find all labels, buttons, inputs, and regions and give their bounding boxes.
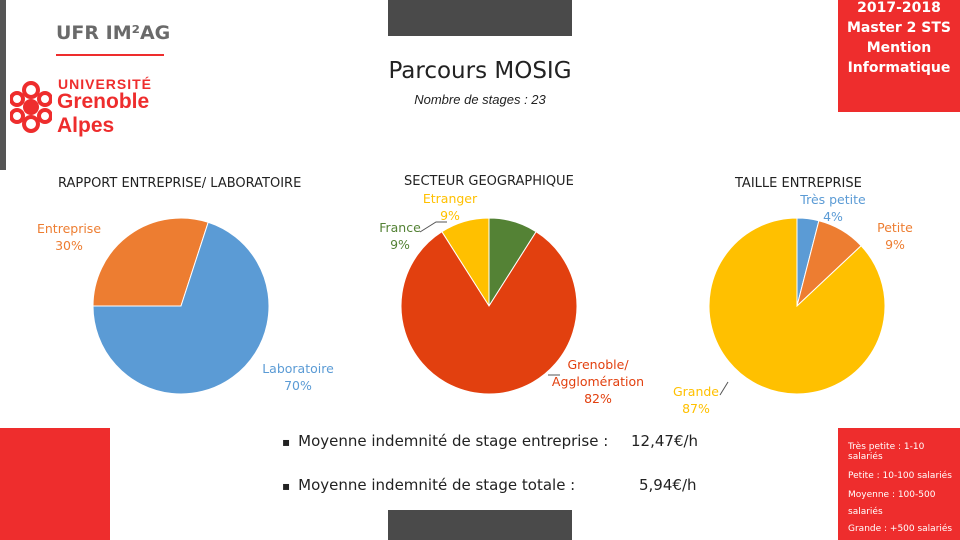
stat-line: ▪ Moyenne indemnité de stage totale : bbox=[282, 476, 575, 494]
chart-title-size: TAILLE ENTREPRISE bbox=[735, 176, 862, 191]
pie-slice-grenoble-agglom-ration bbox=[400, 231, 578, 395]
pie-label: Laboratoire 70% bbox=[255, 360, 341, 394]
bullet-icon: ▪ bbox=[282, 479, 291, 493]
bottom-dark-bar bbox=[388, 510, 572, 540]
stat-value: 12,47€/h bbox=[631, 432, 699, 450]
leader-line bbox=[419, 221, 447, 233]
header-program: Master 2 STS bbox=[846, 20, 951, 36]
page-subtitle: Nombre de stages : 23 bbox=[414, 92, 546, 107]
pie-label-value: 30% bbox=[55, 238, 83, 253]
pie-slice-laboratoire bbox=[92, 221, 270, 395]
footer-red-panel-right: Très petite : 1-10 salariés Petite : 10-… bbox=[838, 428, 960, 540]
header-mention: Mention bbox=[866, 40, 932, 56]
logo-divider bbox=[56, 54, 164, 56]
pie-label-value: 82% bbox=[584, 391, 612, 406]
header-field: Informatique bbox=[847, 60, 951, 76]
header-red-panel: 2017-2018 Master 2 STS Mention Informati… bbox=[838, 0, 960, 112]
header-year: 2017-2018 bbox=[857, 0, 941, 16]
size-legend-line: Grande : +500 salariés bbox=[848, 524, 953, 534]
pie-label-category: France bbox=[379, 220, 421, 235]
pie-label: Petite 9% bbox=[870, 219, 920, 253]
stat-label: Moyenne indemnité de stage totale : bbox=[298, 476, 576, 494]
chart-title-ratio: RAPPORT ENTREPRISE/ LABORATOIRE bbox=[58, 176, 302, 191]
pie-label-category: Grande bbox=[672, 384, 720, 399]
footer-red-panel-left bbox=[0, 428, 110, 540]
pie-label-value: 70% bbox=[284, 378, 312, 393]
flower-icon bbox=[10, 81, 52, 133]
pie-label-category: Laboratoire bbox=[262, 361, 334, 376]
pie-chart-ratio bbox=[92, 217, 270, 395]
pie-label-category: Entreprise bbox=[36, 221, 102, 236]
logo-universite: UNIVERSITÉ bbox=[58, 76, 153, 92]
logo-grenoble: Grenoble bbox=[57, 90, 150, 113]
pie-label-category: Grenoble/ Agglomération bbox=[551, 357, 645, 389]
logo-alpes: Alpes bbox=[57, 114, 115, 137]
logo-ufr-text: UFR IM²AG bbox=[56, 22, 171, 44]
size-legend-line: salariés bbox=[848, 507, 883, 517]
logo-side-bar bbox=[0, 0, 6, 170]
pie-label-category: Très petite bbox=[800, 192, 866, 207]
pie-label-value: 4% bbox=[823, 209, 843, 224]
pie-chart-size bbox=[708, 217, 886, 395]
university-logo: UFR IM²AG UNIVERSITÉ Grenoble Alpes bbox=[0, 0, 177, 170]
leader-line bbox=[719, 381, 729, 396]
pie-label-value: 9% bbox=[390, 237, 410, 252]
top-dark-bar bbox=[388, 0, 572, 36]
page-title: Parcours MOSIG bbox=[388, 58, 572, 84]
size-legend-line: Moyenne : 100-500 bbox=[848, 490, 936, 500]
pie-slice-grande bbox=[708, 217, 886, 395]
pie-label: Etranger 9% bbox=[420, 190, 480, 224]
pie-label-value: 9% bbox=[440, 208, 460, 223]
pie-label: Très petite 4% bbox=[797, 191, 869, 225]
pie-chart-geo bbox=[400, 217, 578, 395]
pie-label-value: 9% bbox=[885, 237, 905, 252]
stat-value: 5,94€/h bbox=[639, 476, 697, 494]
pie-slice-entreprise bbox=[92, 217, 209, 307]
pie-label-category: Etranger bbox=[422, 191, 478, 206]
bullet-icon: ▪ bbox=[282, 435, 291, 449]
stat-label: Moyenne indemnité de stage entreprise : bbox=[298, 432, 609, 450]
pie-label: Grande 87% bbox=[668, 383, 724, 417]
size-legend-line: Petite : 10-100 salariés bbox=[848, 471, 952, 481]
pie-label: Grenoble/ Agglomération 82% bbox=[548, 356, 648, 407]
stat-line: ▪ Moyenne indemnité de stage entreprise : bbox=[282, 432, 608, 450]
pie-label: France 9% bbox=[378, 219, 422, 253]
size-legend-line: Très petite : 1-10 salariés bbox=[848, 442, 925, 462]
chart-title-geo: SECTEUR GEOGRAPHIQUE bbox=[404, 174, 574, 189]
pie-label: Entreprise 30% bbox=[30, 220, 108, 254]
pie-label-category: Petite bbox=[877, 220, 913, 235]
pie-label-value: 87% bbox=[682, 401, 710, 416]
